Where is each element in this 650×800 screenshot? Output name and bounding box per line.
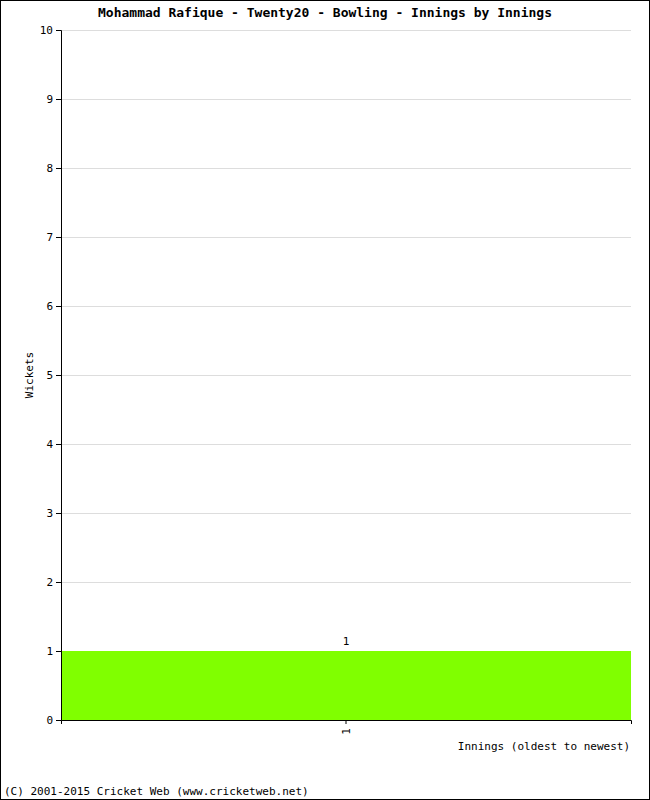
tick-mark — [56, 30, 61, 31]
tick-mark — [346, 720, 347, 724]
tick-mark — [56, 306, 61, 307]
tick-label: 7 — [46, 231, 53, 244]
tick-label: 6 — [46, 300, 53, 313]
bar — [61, 651, 631, 720]
grid-line — [61, 99, 631, 100]
data-labels: 1 — [343, 635, 350, 648]
annotation: (C) 2001-2015 Cricket Web (www.cricketwe… — [4, 785, 309, 798]
tick: 1 — [340, 720, 353, 735]
y-axis-title: Wickets — [23, 352, 36, 398]
tick: 4 — [46, 438, 61, 451]
tick-mark — [56, 444, 61, 445]
tick-label: 2 — [46, 576, 53, 589]
grid-line — [61, 306, 631, 307]
tick: 0 — [46, 714, 61, 727]
x-axis: 1 — [62, 720, 632, 735]
tick-label: 1 — [46, 645, 53, 658]
axis-line — [56, 31, 62, 721]
y-axis: 0 1 2 3 4 5 6 7 8 9 10 — [40, 24, 62, 727]
tick: 6 — [46, 300, 61, 313]
tick: 9 — [46, 93, 61, 106]
tick-mark — [56, 720, 61, 721]
tick-label: 3 — [46, 507, 53, 520]
tick: 10 — [40, 24, 61, 37]
tick-mark — [56, 168, 61, 169]
tick-mark — [56, 237, 61, 238]
grid-line — [61, 237, 631, 238]
tick-label: 0 — [46, 714, 53, 727]
tick: 7 — [46, 231, 61, 244]
grid — [61, 31, 631, 721]
data-label: 1 — [343, 635, 350, 648]
bars — [61, 651, 631, 720]
tick-mark — [56, 582, 61, 583]
axis-line — [62, 721, 632, 725]
tick-mark — [56, 99, 61, 100]
tick-label: 1 — [340, 728, 353, 735]
tick: 8 — [46, 162, 61, 175]
tick-label: 4 — [46, 438, 53, 451]
grid-line — [61, 30, 631, 31]
grid-line — [61, 582, 631, 583]
grid-line — [61, 375, 631, 376]
tick-label: 5 — [46, 369, 53, 382]
tick-label: 9 — [46, 93, 53, 106]
chart: 10123456789101Mohammad Rafique - Twenty2… — [0, 0, 650, 800]
tick-mark — [56, 513, 61, 514]
tick: 1 — [46, 645, 61, 658]
x-axis-title: Innings (oldest to newest) — [458, 740, 630, 753]
tick: 3 — [46, 507, 61, 520]
title: Mohammad Rafique - Twenty20 - Bowling - … — [98, 5, 552, 20]
tick: 5 — [46, 369, 61, 382]
tick-mark — [56, 651, 61, 652]
tick: 2 — [46, 576, 61, 589]
tick-label: 8 — [46, 162, 53, 175]
tick-mark — [56, 375, 61, 376]
grid-line — [61, 168, 631, 169]
tick-label: 10 — [40, 24, 53, 37]
grid-line — [61, 444, 631, 445]
frame — [1, 1, 650, 800]
grid-line — [61, 513, 631, 514]
